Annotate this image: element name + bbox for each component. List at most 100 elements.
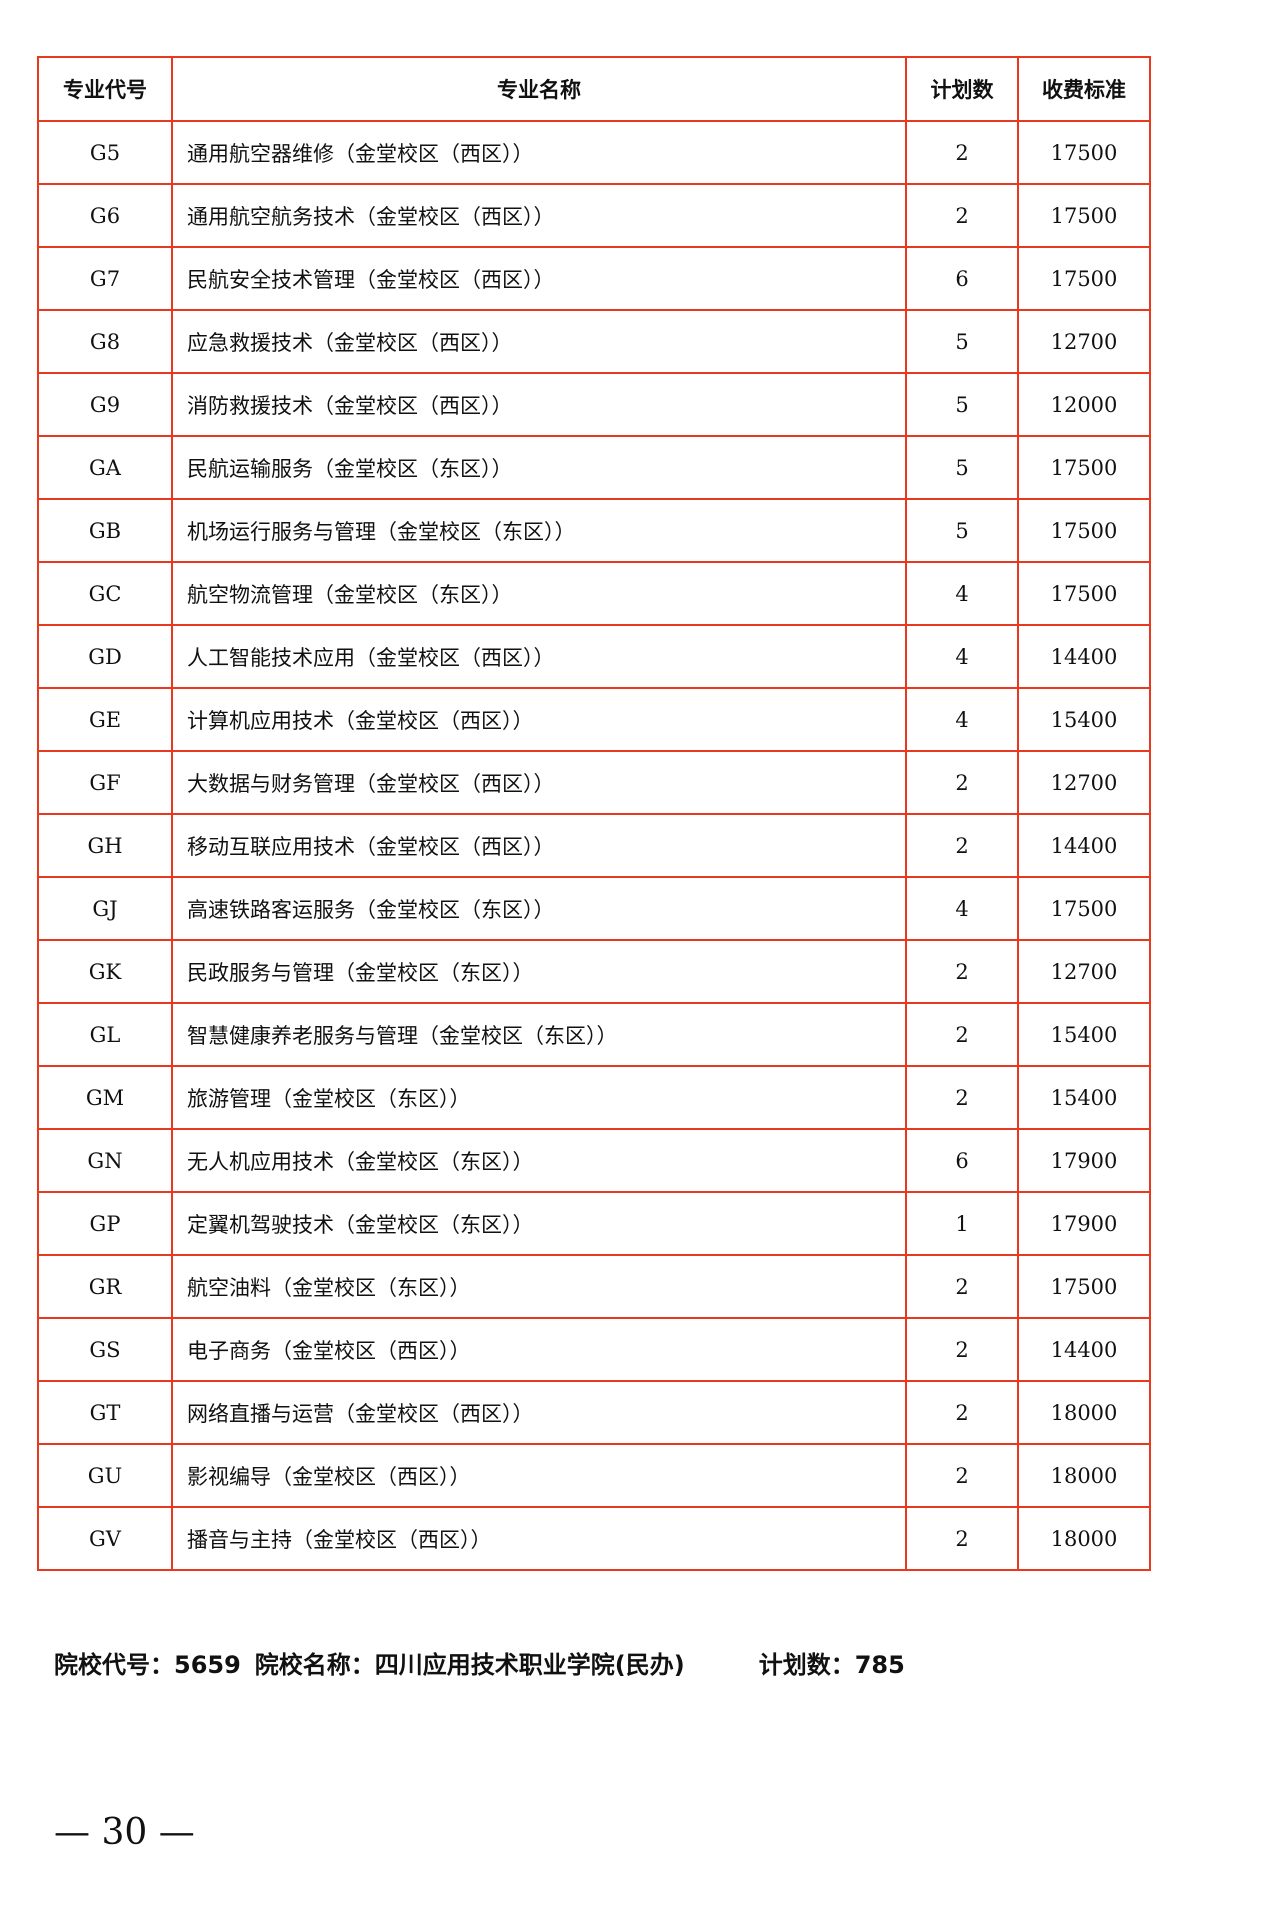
major-code-cell: GL	[37, 1002, 173, 1067]
tuition-cell: 12700	[1017, 939, 1151, 1004]
plan-count-cell: 2	[905, 183, 1019, 248]
tuition-cell: 17500	[1017, 435, 1151, 500]
plan-total: 计划数：785	[758, 1651, 905, 1679]
tuition-cell: 12700	[1017, 750, 1151, 815]
major-code-cell: G6	[37, 183, 173, 248]
major-name-cell: 定翼机驾驶技术（金堂校区（东区））	[171, 1191, 907, 1256]
tuition-cell: 15400	[1017, 1002, 1151, 1067]
table-row: GN 无人机应用技术（金堂校区（东区）） 6 17900	[37, 1128, 1151, 1193]
major-code-cell: GA	[37, 435, 173, 500]
tuition-cell: 12000	[1017, 372, 1151, 437]
school-summary: 院校代号：5659 院校名称：四川应用技术职业学院(民办) 计划数：785	[54, 1645, 919, 1680]
table-row: G5 通用航空器维修（金堂校区（西区）） 2 17500	[37, 120, 1151, 185]
tuition-cell: 17900	[1017, 1191, 1151, 1256]
plan-count-cell: 5	[905, 435, 1019, 500]
major-name-cell: 播音与主持（金堂校区（西区））	[171, 1506, 907, 1571]
table-row: GD 人工智能技术应用（金堂校区（西区）） 4 14400	[37, 624, 1151, 689]
tuition-cell: 18000	[1017, 1380, 1151, 1445]
major-code-cell: GS	[37, 1317, 173, 1382]
table-row: G7 民航安全技术管理（金堂校区（西区）） 6 17500	[37, 246, 1151, 311]
table-row: GE 计算机应用技术（金堂校区（西区）） 4 15400	[37, 687, 1151, 752]
header-major-name: 专业名称	[171, 56, 907, 122]
tuition-cell: 14400	[1017, 813, 1151, 878]
enrollment-table: 专业代号 专业名称 计划数 收费标准 G5 通用航空器维修（金堂校区（西区）） 2 1…	[37, 56, 1151, 1571]
tuition-cell: 15400	[1017, 1065, 1151, 1130]
plan-count-cell: 2	[905, 1002, 1019, 1067]
major-code-cell: GM	[37, 1065, 173, 1130]
major-code-cell: GN	[37, 1128, 173, 1193]
major-code-cell: GB	[37, 498, 173, 563]
tuition-cell: 17500	[1017, 498, 1151, 563]
plan-count-cell: 2	[905, 120, 1019, 185]
table-row: G8 应急救援技术（金堂校区（西区）） 5 12700	[37, 309, 1151, 374]
major-name-cell: 民航运输服务（金堂校区（东区））	[171, 435, 907, 500]
table-row: GA 民航运输服务（金堂校区（东区）） 5 17500	[37, 435, 1151, 500]
major-name-cell: 无人机应用技术（金堂校区（东区））	[171, 1128, 907, 1193]
major-code-cell: GC	[37, 561, 173, 626]
plan-count-cell: 6	[905, 1128, 1019, 1193]
major-code-cell: GF	[37, 750, 173, 815]
major-name-cell: 影视编导（金堂校区（西区））	[171, 1443, 907, 1508]
page-number: — 30 —	[54, 1812, 195, 1853]
table-row: GT 网络直播与运营（金堂校区（西区）） 2 18000	[37, 1380, 1151, 1445]
plan-count-cell: 4	[905, 561, 1019, 626]
table-row: GC 航空物流管理（金堂校区（东区）） 4 17500	[37, 561, 1151, 626]
major-code-cell: G7	[37, 246, 173, 311]
table-row: GH 移动互联应用技术（金堂校区（西区）） 2 14400	[37, 813, 1151, 878]
major-name-cell: 计算机应用技术（金堂校区（西区））	[171, 687, 907, 752]
major-name-cell: 人工智能技术应用（金堂校区（西区））	[171, 624, 907, 689]
plan-count-cell: 2	[905, 1443, 1019, 1508]
tuition-cell: 18000	[1017, 1506, 1151, 1571]
table-row: GL 智慧健康养老服务与管理（金堂校区（东区）） 2 15400	[37, 1002, 1151, 1067]
school-name: 院校名称：四川应用技术职业学院(民办)	[254, 1651, 685, 1679]
plan-count-cell: 2	[905, 939, 1019, 1004]
plan-count-cell: 2	[905, 1317, 1019, 1382]
major-name-cell: 机场运行服务与管理（金堂校区（东区））	[171, 498, 907, 563]
tuition-cell: 17500	[1017, 246, 1151, 311]
table-row: GU 影视编导（金堂校区（西区）） 2 18000	[37, 1443, 1151, 1508]
plan-count-cell: 2	[905, 813, 1019, 878]
plan-count-cell: 4	[905, 687, 1019, 752]
major-code-cell: GH	[37, 813, 173, 878]
plan-count-cell: 1	[905, 1191, 1019, 1256]
tuition-cell: 14400	[1017, 624, 1151, 689]
tuition-cell: 17900	[1017, 1128, 1151, 1193]
major-name-cell: 航空物流管理（金堂校区（东区））	[171, 561, 907, 626]
plan-count-cell: 2	[905, 750, 1019, 815]
major-name-cell: 应急救援技术（金堂校区（西区））	[171, 309, 907, 374]
major-name-cell: 智慧健康养老服务与管理（金堂校区（东区））	[171, 1002, 907, 1067]
major-name-cell: 大数据与财务管理（金堂校区（西区））	[171, 750, 907, 815]
major-name-cell: 民政服务与管理（金堂校区（东区））	[171, 939, 907, 1004]
table-row: G6 通用航空航务技术（金堂校区（西区）） 2 17500	[37, 183, 1151, 248]
tuition-cell: 17500	[1017, 561, 1151, 626]
header-plan-count: 计划数	[905, 56, 1019, 122]
major-name-cell: 民航安全技术管理（金堂校区（西区））	[171, 246, 907, 311]
major-code-cell: GE	[37, 687, 173, 752]
major-name-cell: 高速铁路客运服务（金堂校区（东区））	[171, 876, 907, 941]
table-row: GV 播音与主持（金堂校区（西区）） 2 18000	[37, 1506, 1151, 1571]
major-code-cell: G8	[37, 309, 173, 374]
table-row: GS 电子商务（金堂校区（西区）） 2 14400	[37, 1317, 1151, 1382]
tuition-cell: 17500	[1017, 876, 1151, 941]
tuition-cell: 17500	[1017, 1254, 1151, 1319]
plan-count-cell: 6	[905, 246, 1019, 311]
school-code: 院校代号：5659	[54, 1651, 241, 1679]
table-row: GM 旅游管理（金堂校区（东区）） 2 15400	[37, 1065, 1151, 1130]
plan-count-cell: 2	[905, 1506, 1019, 1571]
plan-count-cell: 4	[905, 624, 1019, 689]
table-row: GJ 高速铁路客运服务（金堂校区（东区）） 4 17500	[37, 876, 1151, 941]
tuition-cell: 17500	[1017, 120, 1151, 185]
tuition-cell: 12700	[1017, 309, 1151, 374]
major-name-cell: 旅游管理（金堂校区（东区））	[171, 1065, 907, 1130]
major-code-cell: G5	[37, 120, 173, 185]
major-code-cell: GV	[37, 1506, 173, 1571]
table-row: GP 定翼机驾驶技术（金堂校区（东区）） 1 17900	[37, 1191, 1151, 1256]
major-code-cell: GK	[37, 939, 173, 1004]
plan-count-cell: 2	[905, 1380, 1019, 1445]
major-name-cell: 消防救援技术（金堂校区（西区））	[171, 372, 907, 437]
major-code-cell: GJ	[37, 876, 173, 941]
tuition-cell: 18000	[1017, 1443, 1151, 1508]
major-code-cell: GT	[37, 1380, 173, 1445]
major-name-cell: 通用航空器维修（金堂校区（西区））	[171, 120, 907, 185]
table-row: G9 消防救援技术（金堂校区（西区）） 5 12000	[37, 372, 1151, 437]
